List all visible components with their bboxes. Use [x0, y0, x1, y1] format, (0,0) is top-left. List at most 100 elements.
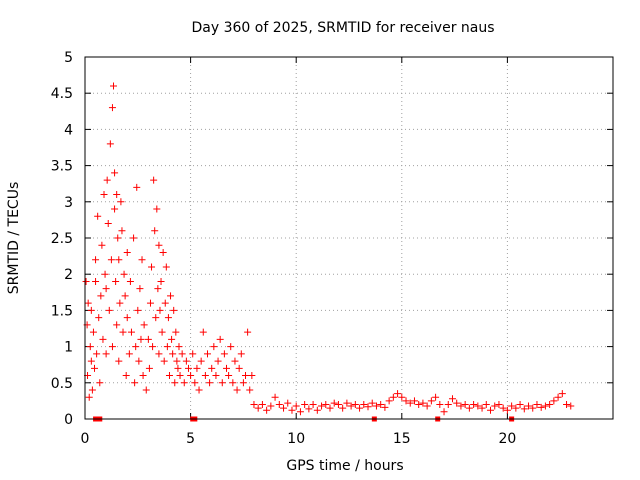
data-point: [138, 256, 146, 264]
data-point: [508, 402, 516, 410]
data-point: [398, 393, 406, 401]
data-point: [100, 191, 108, 199]
data-point: [385, 397, 393, 405]
data-point: [142, 386, 150, 394]
data-point: [199, 328, 207, 336]
data-point: [102, 285, 110, 293]
data-point: [474, 402, 482, 410]
data-point: [558, 390, 566, 398]
data-point: [343, 399, 351, 407]
data-point: [377, 401, 385, 409]
y-tick-label: 0: [64, 412, 73, 428]
data-point: [170, 306, 178, 314]
data-point: [482, 401, 490, 409]
data-point: [415, 401, 423, 409]
data-point: [168, 335, 176, 343]
data-point: [546, 401, 554, 409]
data-point: [203, 350, 211, 358]
data-point: [87, 306, 95, 314]
data-point: [162, 263, 170, 271]
grid-lines: [85, 57, 613, 419]
y-tick-label: 3.5: [51, 159, 73, 175]
x-tick-label: 5: [186, 431, 195, 447]
data-point: [206, 379, 214, 387]
data-point: [275, 401, 283, 409]
data-point: [271, 393, 279, 401]
data-point: [318, 402, 326, 410]
data-point: [94, 212, 102, 220]
data-point: [92, 277, 100, 285]
data-point: [296, 408, 304, 416]
data-point: [503, 406, 511, 414]
data-point: [155, 241, 163, 249]
data-point: [406, 399, 414, 407]
y-tick-label: 1.5: [51, 303, 73, 319]
data-point: [233, 386, 241, 394]
data-point: [237, 350, 245, 358]
data-point: [305, 405, 313, 413]
data-point: [208, 364, 216, 372]
data-point: [263, 406, 271, 414]
data-point: [135, 357, 143, 365]
data-point: [461, 401, 469, 409]
data-point: [248, 372, 256, 380]
data-point: [212, 372, 220, 380]
data-point: [419, 399, 427, 407]
data-point: [347, 402, 355, 410]
data-point: [512, 404, 520, 412]
data-point: [115, 256, 123, 264]
data-point: [157, 277, 165, 285]
data-point: [118, 227, 126, 235]
data-point: [288, 406, 296, 414]
data-point: [164, 314, 172, 322]
data-point: [110, 82, 118, 90]
data-point: [554, 393, 562, 401]
data-point: [120, 270, 128, 278]
data-point: [113, 321, 121, 329]
data-point: [267, 402, 275, 410]
data-point: [223, 364, 231, 372]
data-point: [284, 399, 292, 407]
data-point: [115, 357, 123, 365]
data-point: [537, 403, 545, 411]
data-point: [216, 335, 224, 343]
y-tick-label: 2: [64, 267, 73, 283]
data-point: [187, 372, 195, 380]
data-point: [133, 183, 141, 191]
data-point: [246, 386, 254, 394]
data-point: [88, 386, 96, 394]
y-tick-label: 4: [64, 122, 73, 138]
data-point: [567, 402, 575, 410]
data-point: [108, 104, 116, 112]
data-point: [220, 350, 228, 358]
data-point: [372, 402, 380, 410]
data-point: [197, 357, 205, 365]
data-point: [173, 357, 181, 365]
data-point: [326, 404, 334, 412]
x-tick-label: 20: [498, 431, 516, 447]
data-point: [235, 364, 243, 372]
data-point: [127, 328, 135, 336]
data-point: [140, 321, 148, 329]
data-point: [149, 343, 157, 351]
data-point: [125, 350, 133, 358]
data-point: [104, 220, 112, 228]
data-point: [381, 403, 389, 411]
data-point: [96, 379, 104, 387]
data-point: [210, 343, 218, 351]
data-point: [134, 306, 142, 314]
y-tick-label: 3: [64, 195, 73, 211]
data-point: [242, 372, 250, 380]
data-point: [144, 335, 152, 343]
data-point: [175, 343, 183, 351]
plot-frame: [84, 56, 614, 420]
data-point: [225, 372, 233, 380]
data-point: [119, 328, 127, 336]
data-point: [201, 372, 209, 380]
data-point: [478, 404, 486, 412]
data-point: [292, 402, 300, 410]
y-tick-label: 2.5: [51, 231, 73, 247]
data-point: [250, 401, 258, 409]
data-point: [470, 401, 478, 409]
